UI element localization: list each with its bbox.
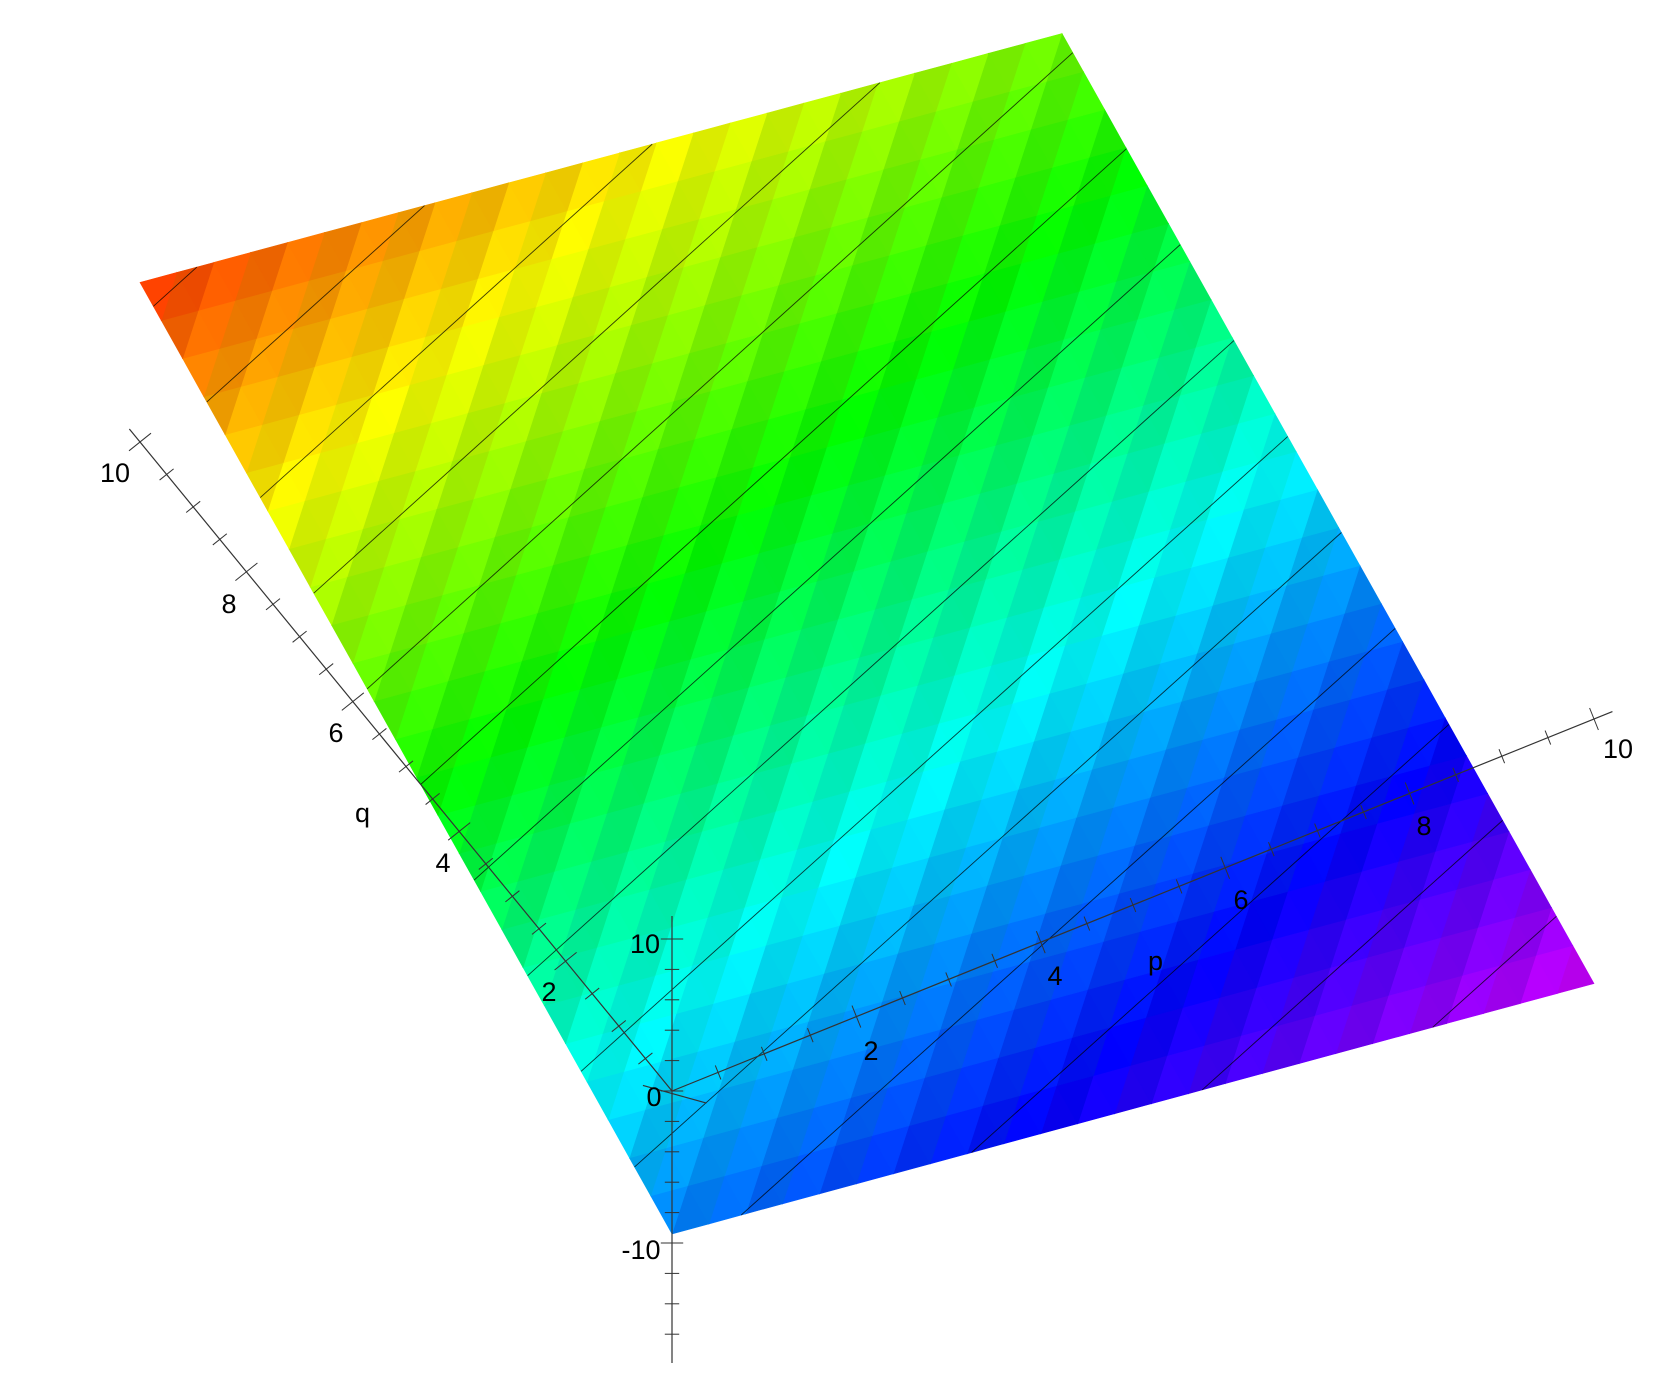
contour-line [260,143,653,498]
z-tick-label: 10 [630,929,660,959]
p-axis-tick [1083,916,1091,931]
contour-line [153,266,198,307]
q-axis-tick [584,987,600,1000]
surface-facet [729,112,768,162]
q-axis-tick [265,598,281,611]
q-axis-tick [425,792,440,805]
q-axis-tick [638,1052,653,1065]
q-axis-tick [447,822,471,841]
surface-facet [1024,33,1063,83]
q-axis-tick [185,500,201,513]
p-axis-tick [1268,842,1275,857]
x-axis-label: p [1148,946,1163,976]
surface-facet [323,222,362,272]
q-axis-tick [478,857,494,870]
surface-facet [471,182,510,232]
x-tick-label: 2 [863,1036,878,1066]
surface-facet [582,152,620,202]
p-axis-tick [945,972,952,987]
q-axis-tick [505,890,520,903]
surface-facet [914,62,952,113]
surface-facet [655,132,694,182]
q-axis-tick [611,1020,627,1033]
axis-origin-mark [642,1084,707,1104]
q-axis-tick [531,922,547,935]
surface-facet [692,122,731,172]
p-axis-tick [1129,897,1137,913]
p-axis-tick [1314,823,1321,838]
contour-line [366,52,1074,690]
surface-facet [287,232,325,282]
p-axis-tick [1175,879,1183,894]
p-axis-tick [1544,730,1552,745]
surface-facet [213,252,252,302]
p-axis-tick [899,990,906,1006]
contour-line [420,148,1127,785]
z-tick-label: -10 [621,1235,660,1265]
p-axis-tick [991,953,998,968]
p-axis-tick [851,1005,862,1028]
y-tick-label: 4 [435,848,450,878]
contour-lines [153,52,1557,1216]
q-axis-tick [128,432,152,452]
contour-line [971,724,1450,1153]
q-axis-tick [235,562,258,581]
p-axis-tick [1404,782,1415,805]
q-axis-tick [318,663,334,676]
p-axis-tick [1360,804,1367,820]
q-axis-tick [372,728,387,741]
p-axis-tick [807,1028,814,1043]
axis-labels: p q 2 4 6 8 10 2 4 6 8 10 10 0 -10 [100,458,1633,1265]
q-axis-tick [159,468,174,481]
surface-facet [950,52,989,103]
q-axis-tick [292,630,307,643]
p-axis-tick [1589,707,1599,731]
z-tick-label: 0 [646,1082,661,1112]
p-axis-tick [714,1065,722,1080]
p-axis-tick [1452,767,1459,782]
y-tick-label: 8 [221,589,236,619]
surface-facet [250,242,288,292]
p-axis-tick [760,1046,768,1061]
contour-line [527,340,1235,977]
contour-line [313,82,881,594]
y-tick-label: 6 [328,718,343,748]
surface-facet [766,102,805,152]
contour-line [473,244,1181,881]
q-axis-tick [398,760,414,773]
surface-facet [618,142,657,192]
y-axis-label: q [355,798,370,828]
surface-facet [139,271,178,322]
axes [128,428,1613,1363]
q-axis-tick [554,952,577,971]
contour-line [1201,820,1503,1091]
contour-line [740,628,1396,1216]
p-axis-tick [1498,749,1506,764]
x-tick-label: 4 [1047,961,1062,991]
x-tick-label: 6 [1233,885,1248,915]
surface-facet [803,92,842,142]
y-tick-label: 10 [100,458,130,488]
x-tick-label: 8 [1416,811,1431,841]
q-axis-tick [341,692,365,711]
surface-facet [545,162,584,212]
contour-line [580,436,1288,1072]
surface-facet [397,202,436,252]
y-tick-label: 2 [541,977,556,1007]
surface-facet [176,262,215,312]
surface-facet [840,82,879,133]
p-axis-tick [1035,931,1046,954]
surface-facet [508,172,547,222]
p-axis-tick [1220,856,1231,879]
x-tick-label: 10 [1603,734,1633,764]
q-axis-tick [212,533,228,546]
contour-line [1432,915,1557,1028]
surface-facet [877,72,915,123]
surface-facet [434,192,473,242]
surface-facet [987,43,1026,93]
contour-line [206,205,425,403]
surface-mesh [139,32,1595,1235]
contour-line [634,532,1342,1168]
